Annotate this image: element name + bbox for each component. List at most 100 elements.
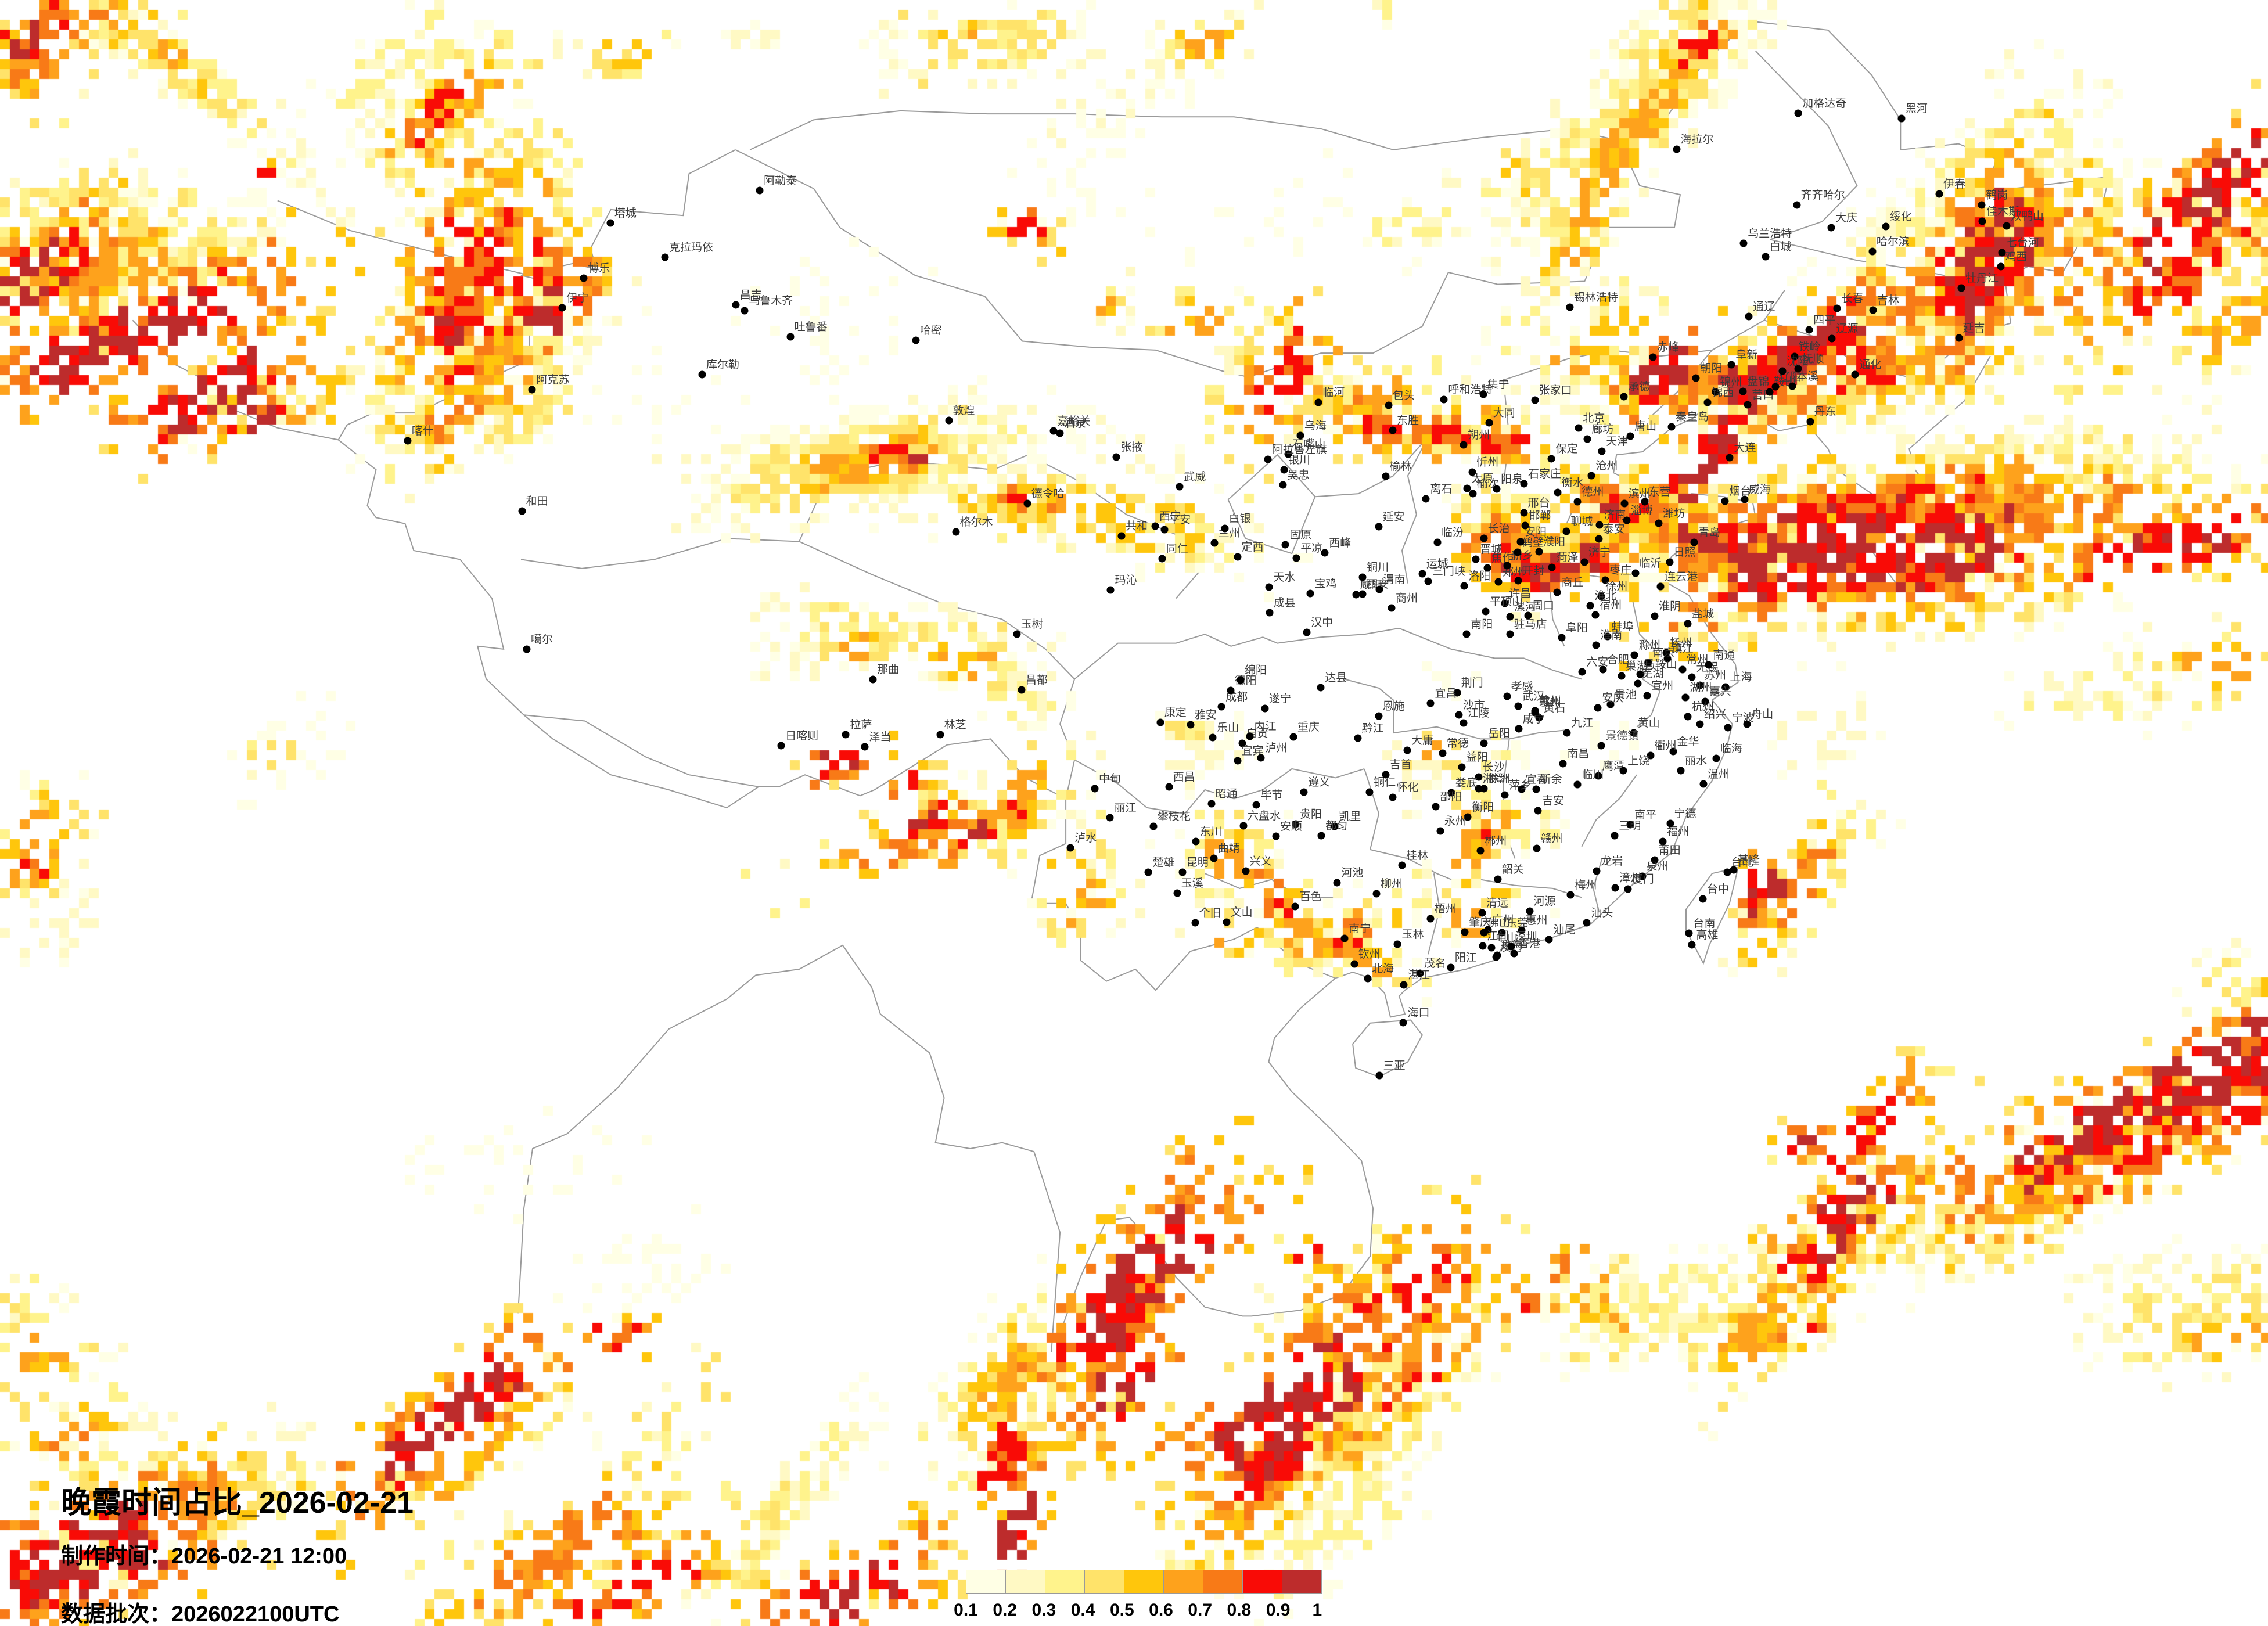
city-label: 内江 [1254, 721, 1277, 733]
city-marker [1599, 665, 1607, 674]
city-label: 高雄 [1696, 929, 1719, 941]
city-label: 芜湖 [1641, 668, 1664, 681]
city-label: 青岛 [1698, 527, 1720, 539]
city-marker [1554, 488, 1562, 497]
city-label: 林芝 [944, 718, 966, 731]
city-marker [1663, 654, 1672, 663]
city-label: 武汉 [1522, 690, 1545, 703]
colorbar-segment [1085, 1570, 1124, 1593]
city-marker [1882, 222, 1890, 231]
city-label: 本溪 [1796, 370, 1819, 383]
city-marker [1144, 868, 1152, 876]
city-marker [1701, 697, 1709, 706]
city-marker [1531, 396, 1539, 404]
city-label: 哈密 [919, 324, 942, 337]
city-label: 北海 [1372, 963, 1394, 976]
city-marker [1049, 427, 1058, 435]
city-marker [1289, 733, 1297, 741]
city-marker [1514, 702, 1522, 710]
city-label: 忻州 [1476, 456, 1499, 469]
batch-value: 2026022100UTC [171, 1602, 340, 1626]
city-marker [1158, 555, 1166, 563]
city-label: 辽阳 [1779, 371, 1802, 384]
city-marker [1793, 201, 1801, 209]
city-label: 大连 [1734, 441, 1756, 454]
city-marker [1210, 854, 1218, 862]
city-marker [1173, 889, 1181, 897]
city-label: 江门 [1486, 930, 1509, 942]
city-label: 张家口 [1539, 384, 1572, 397]
city-label: 东胜 [1397, 414, 1419, 427]
city-label: 安庆 [1602, 692, 1624, 704]
colorbar-segment [1282, 1570, 1321, 1593]
city-label: 长治 [1487, 523, 1510, 535]
city-label: 承德 [1628, 380, 1651, 393]
city-marker [1460, 441, 1468, 449]
city-marker [1524, 611, 1532, 620]
city-marker [1520, 480, 1528, 488]
city-marker [1358, 573, 1367, 581]
city-marker [1478, 909, 1486, 917]
city-marker [1630, 729, 1638, 737]
city-label: 玉林 [1401, 929, 1424, 941]
city-label: 许昌 [1509, 587, 1532, 600]
city-marker [1778, 367, 1787, 375]
city-label: 秦皇岛 [1676, 411, 1709, 423]
city-marker [1151, 522, 1159, 530]
city-marker [528, 386, 536, 394]
city-label: 河池 [1341, 866, 1364, 879]
city-marker [1535, 714, 1543, 722]
city-label: 贵阳 [1299, 808, 1322, 821]
city-marker [1526, 907, 1534, 915]
city-marker [1300, 788, 1308, 796]
city-label: 安顺 [1279, 820, 1302, 833]
city-label: 共和 [1125, 520, 1148, 533]
city-marker [1292, 554, 1300, 562]
map-title: 晚霞时间占比_2026-02-21 [61, 1486, 414, 1520]
city-label: 朝阳 [1700, 362, 1723, 375]
city-marker [1475, 785, 1483, 793]
city-marker [1461, 928, 1469, 936]
city-marker [1191, 919, 1199, 927]
city-label: 东莞 [1506, 917, 1529, 930]
city-label: 泰安 [1602, 523, 1625, 535]
city-label: 通化 [1859, 359, 1882, 372]
city-label: 平凉 [1300, 542, 1323, 555]
city-label: 那曲 [877, 664, 900, 677]
city-label: 淄博 [1630, 504, 1653, 517]
city-marker [1340, 934, 1349, 942]
city-marker [952, 528, 959, 536]
city-marker [1422, 495, 1430, 503]
city-marker [1156, 718, 1164, 726]
city-marker [1553, 588, 1561, 596]
city-marker [1237, 676, 1245, 684]
city-label: 永州 [1444, 815, 1467, 828]
city-label: 和田 [526, 495, 548, 508]
city-marker [1403, 746, 1411, 754]
city-marker [1418, 570, 1426, 578]
city-marker [1997, 262, 2005, 271]
city-marker [523, 645, 531, 653]
city-marker [1399, 1019, 1407, 1027]
city-label: 南宁 [1349, 923, 1371, 936]
city-marker [1453, 689, 1461, 697]
city-label: 梧州 [1434, 903, 1457, 916]
city-label: 邢台 [1527, 497, 1550, 509]
city-label: 六安 [1586, 656, 1609, 668]
city-label: 淮北 [1594, 590, 1617, 603]
city-label: 商丘 [1561, 576, 1584, 589]
city-marker [1056, 429, 1064, 437]
city-label: 金华 [1677, 736, 1699, 749]
city-label: 开封 [1522, 564, 1545, 577]
city-marker [1644, 659, 1652, 667]
city-label: 三亚 [1383, 1059, 1406, 1072]
city-label: 贵池 [1614, 688, 1637, 701]
city-label: 加格达奇 [1802, 98, 1847, 110]
city-label: 延吉 [1963, 322, 1985, 334]
city-label: 聊城 [1570, 515, 1593, 528]
city-label: 七台河 [2005, 236, 2039, 249]
city-label: 牡丹江 [1965, 272, 1999, 285]
city-label: 定西 [1241, 541, 1264, 554]
city-label: 晋城 [1480, 544, 1503, 556]
city-label: 汉中 [1311, 616, 1334, 629]
